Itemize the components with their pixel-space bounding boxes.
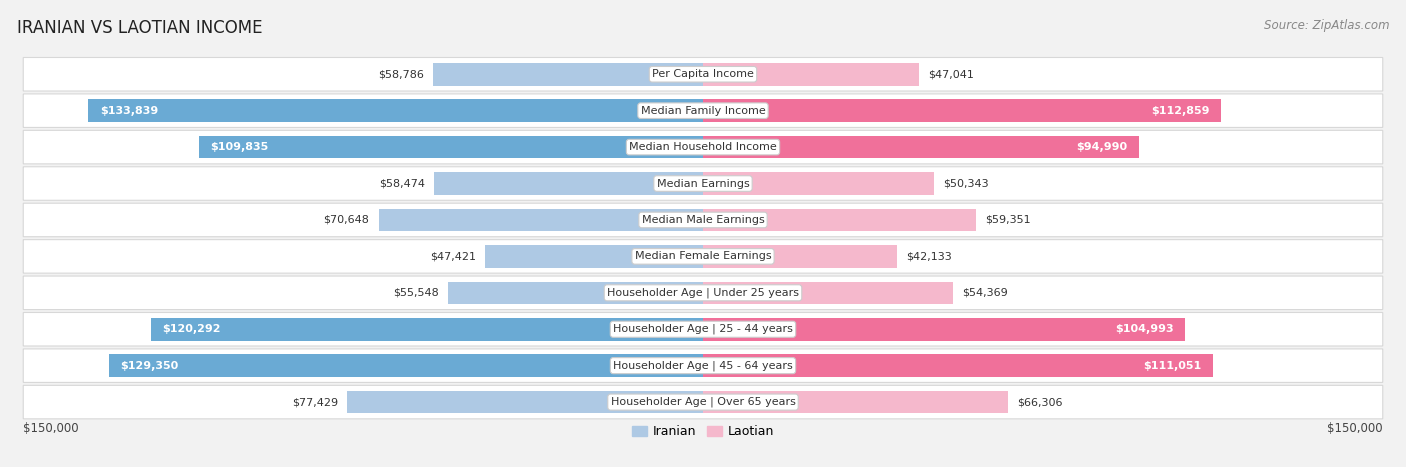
Bar (703, 99, 1222, 122)
Bar (433, 63, 703, 85)
Text: $77,429: $77,429 (292, 397, 339, 407)
Text: $112,859: $112,859 (1152, 106, 1211, 116)
Bar (703, 282, 953, 304)
Bar (703, 209, 976, 231)
Text: $104,993: $104,993 (1115, 324, 1174, 334)
Text: $94,990: $94,990 (1077, 142, 1128, 152)
Bar (198, 136, 703, 158)
Text: Householder Age | Over 65 years: Householder Age | Over 65 years (610, 397, 796, 407)
Bar (703, 318, 1185, 340)
Text: $58,474: $58,474 (380, 178, 425, 189)
Bar (378, 209, 703, 231)
FancyBboxPatch shape (24, 349, 1382, 382)
Text: Median Household Income: Median Household Income (628, 142, 778, 152)
Text: Median Male Earnings: Median Male Earnings (641, 215, 765, 225)
FancyBboxPatch shape (24, 167, 1382, 200)
FancyBboxPatch shape (24, 57, 1382, 91)
FancyBboxPatch shape (24, 130, 1382, 164)
FancyBboxPatch shape (24, 203, 1382, 237)
Text: $55,548: $55,548 (392, 288, 439, 298)
Text: $120,292: $120,292 (162, 324, 221, 334)
Text: $150,000: $150,000 (24, 422, 79, 435)
Text: Median Family Income: Median Family Income (641, 106, 765, 116)
Bar (150, 318, 703, 340)
Text: $70,648: $70,648 (323, 215, 370, 225)
Text: $66,306: $66,306 (1017, 397, 1062, 407)
Text: $59,351: $59,351 (984, 215, 1031, 225)
FancyBboxPatch shape (24, 94, 1382, 127)
Text: IRANIAN VS LAOTIAN INCOME: IRANIAN VS LAOTIAN INCOME (17, 19, 263, 37)
Text: $47,421: $47,421 (430, 251, 477, 262)
Text: Median Female Earnings: Median Female Earnings (634, 251, 772, 262)
Text: Householder Age | 45 - 64 years: Householder Age | 45 - 64 years (613, 361, 793, 371)
Text: $129,350: $129,350 (121, 361, 179, 371)
FancyBboxPatch shape (24, 276, 1382, 310)
Text: Median Earnings: Median Earnings (657, 178, 749, 189)
Bar (703, 172, 934, 195)
Text: $42,133: $42,133 (905, 251, 952, 262)
Bar (703, 354, 1213, 377)
Text: $58,786: $58,786 (378, 69, 423, 79)
Bar (703, 136, 1139, 158)
Bar (703, 391, 1008, 413)
Text: $133,839: $133,839 (100, 106, 157, 116)
Text: $109,835: $109,835 (209, 142, 269, 152)
Text: Source: ZipAtlas.com: Source: ZipAtlas.com (1264, 19, 1389, 32)
Text: $111,051: $111,051 (1143, 361, 1202, 371)
Bar (485, 245, 703, 268)
Bar (434, 172, 703, 195)
Text: Householder Age | Under 25 years: Householder Age | Under 25 years (607, 288, 799, 298)
Text: Householder Age | 25 - 44 years: Householder Age | 25 - 44 years (613, 324, 793, 334)
Bar (108, 354, 703, 377)
Bar (449, 282, 703, 304)
Text: $50,343: $50,343 (943, 178, 988, 189)
FancyBboxPatch shape (24, 312, 1382, 346)
Legend: Iranian, Laotian: Iranian, Laotian (627, 420, 779, 443)
Bar (89, 99, 703, 122)
Text: $150,000: $150,000 (1327, 422, 1382, 435)
FancyBboxPatch shape (24, 385, 1382, 419)
Bar (347, 391, 703, 413)
FancyBboxPatch shape (24, 240, 1382, 273)
Text: Per Capita Income: Per Capita Income (652, 69, 754, 79)
Text: $47,041: $47,041 (928, 69, 974, 79)
Bar (703, 63, 920, 85)
Text: $54,369: $54,369 (962, 288, 1008, 298)
Bar (703, 245, 897, 268)
